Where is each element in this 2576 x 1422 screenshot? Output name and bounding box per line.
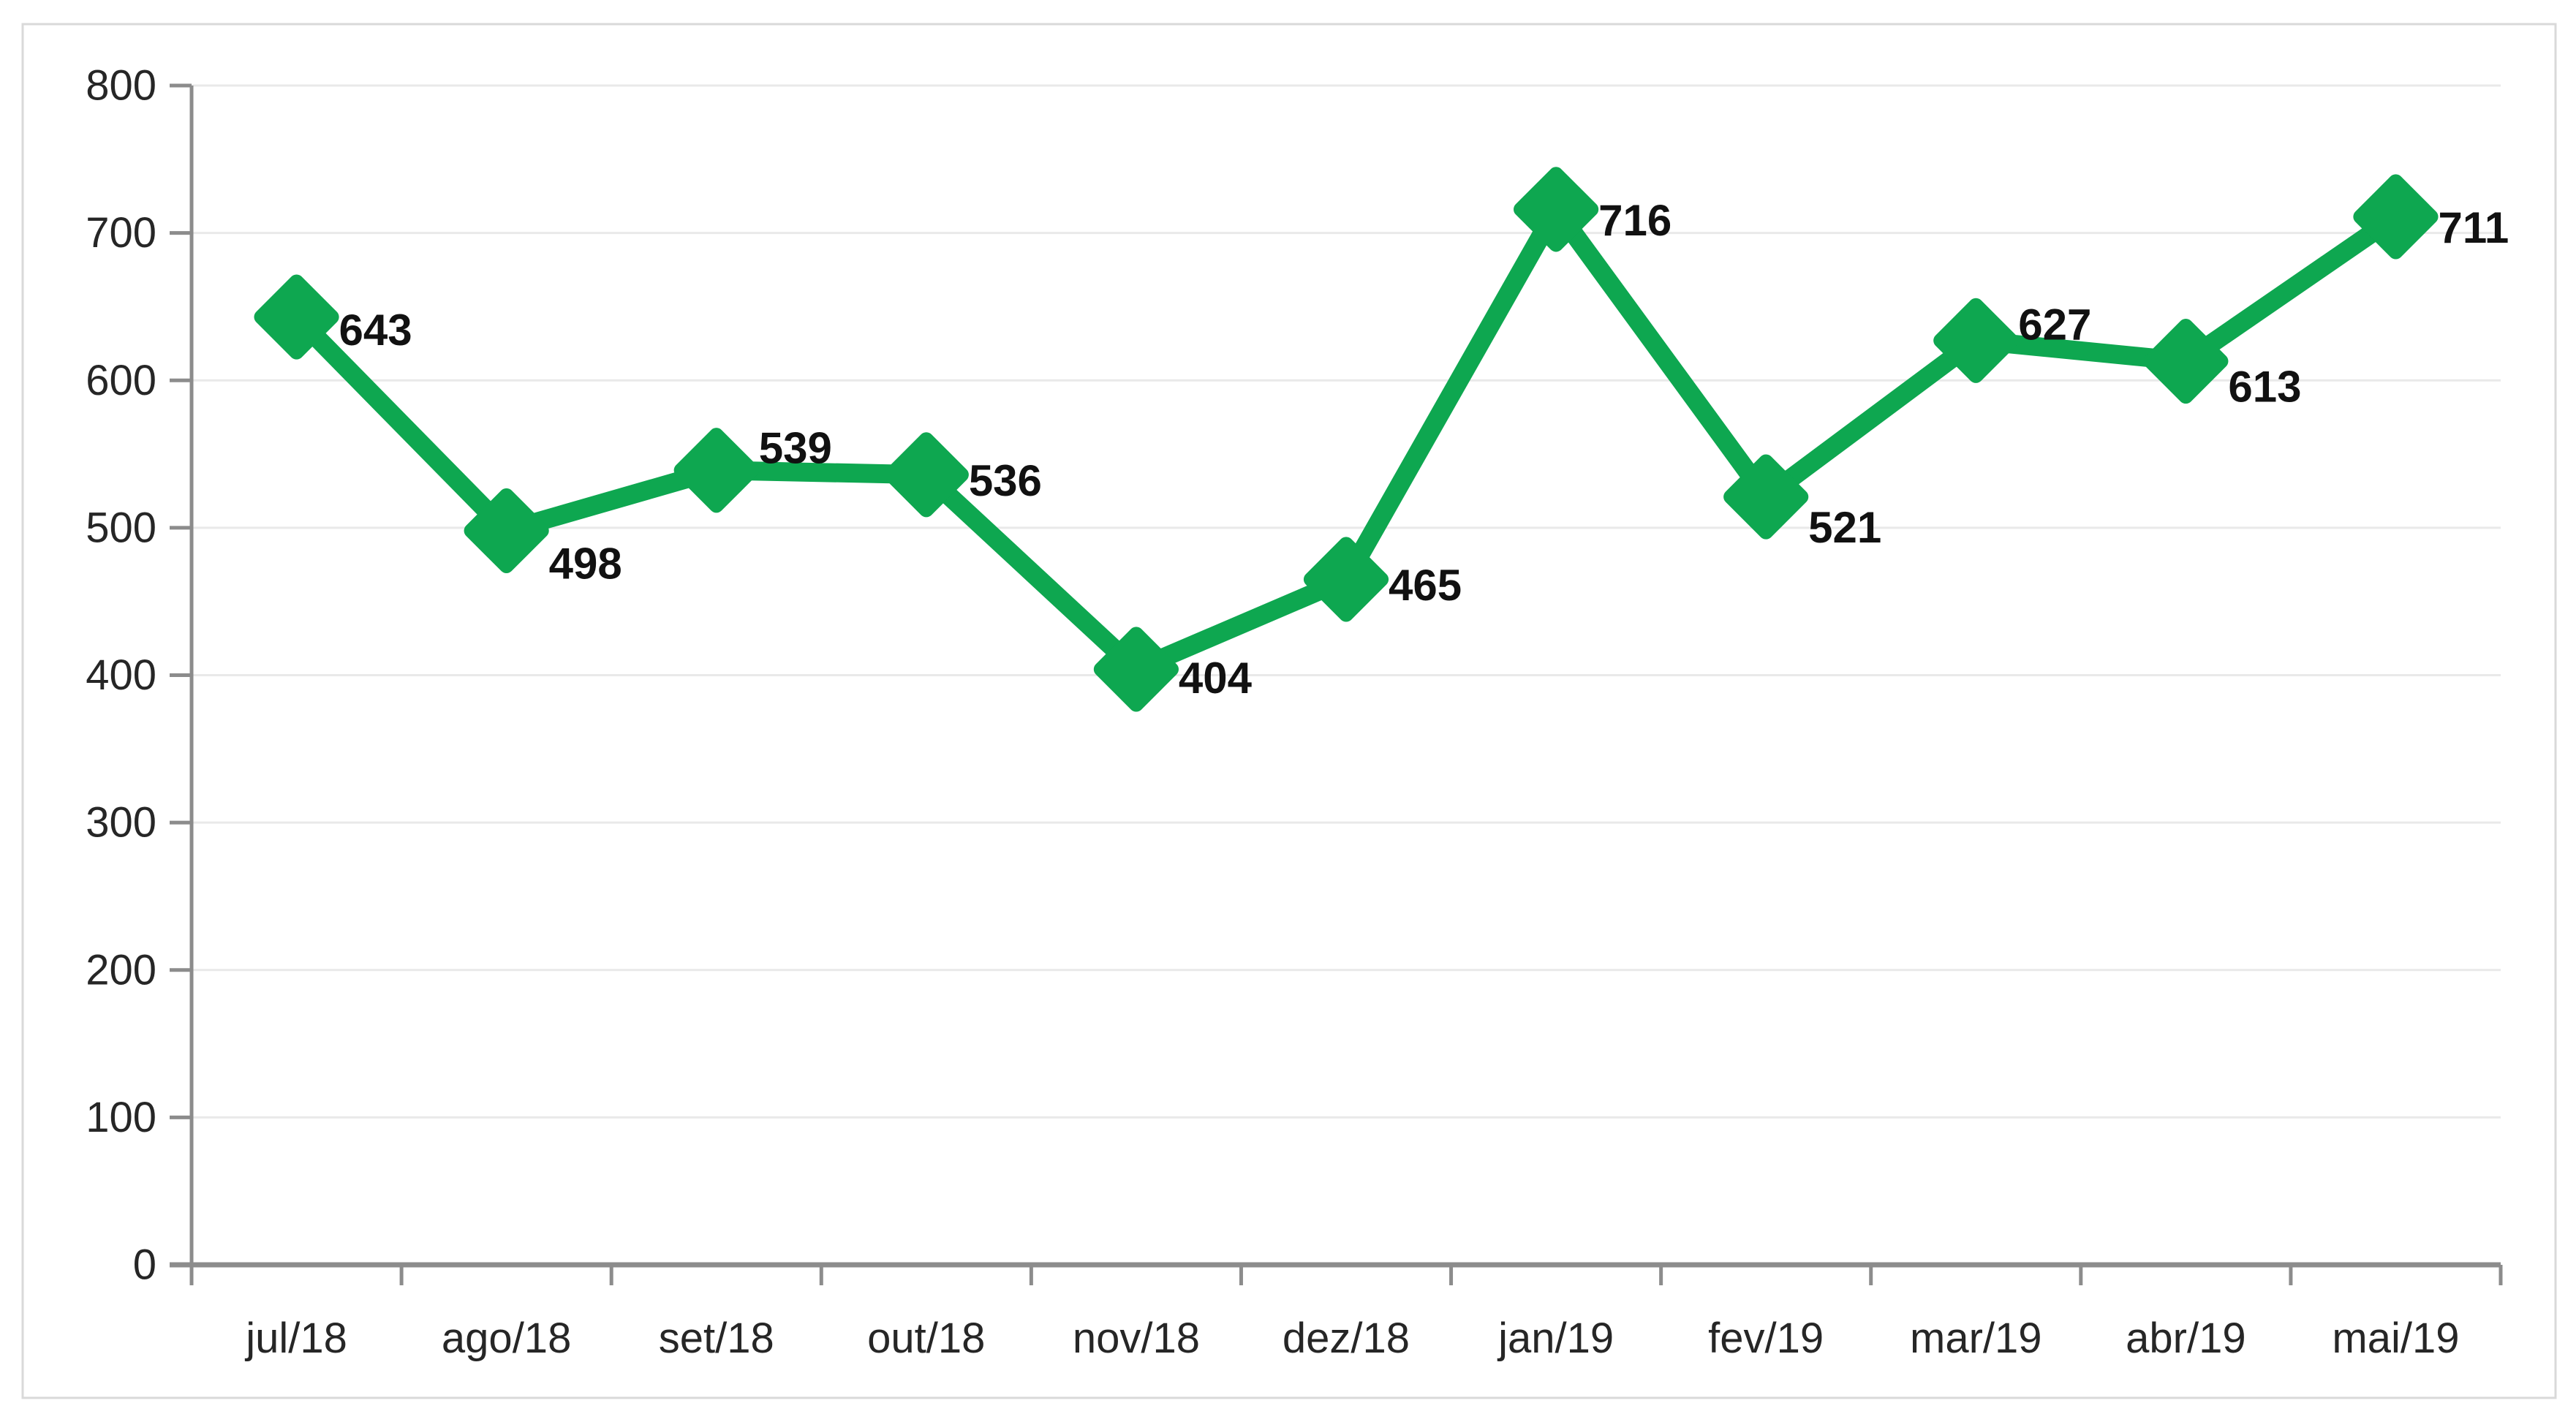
x-axis-tick-label: mai/19 <box>2332 1315 2459 1362</box>
data-point-label: 627 <box>2018 300 2091 349</box>
y-axis-tick-label: 500 <box>86 504 156 551</box>
y-axis-tick-label: 800 <box>86 62 156 110</box>
x-axis-tick-label: nov/18 <box>1073 1315 1200 1362</box>
y-axis-tick-label: 400 <box>86 651 156 699</box>
data-point-marker <box>2143 318 2229 404</box>
data-point-label: 613 <box>2228 363 2301 412</box>
data-point-label: 465 <box>1389 561 1462 610</box>
data-point-label: 711 <box>2438 203 2509 252</box>
data-point-marker <box>1514 167 1599 252</box>
x-axis-tick-label: jan/19 <box>1497 1315 1614 1362</box>
y-axis-tick-label: 700 <box>86 209 156 257</box>
data-point-marker <box>1093 627 1179 712</box>
x-axis-tick-label: dez/18 <box>1283 1315 1410 1362</box>
data-point-label: 643 <box>339 306 412 355</box>
data-point-marker <box>2353 174 2439 260</box>
x-axis-tick-label: mar/19 <box>1910 1315 2042 1362</box>
x-axis-tick-label: jul/18 <box>244 1315 347 1362</box>
y-axis-tick-label: 0 <box>133 1241 156 1289</box>
chart-frame <box>21 23 2557 1399</box>
data-point-label: 716 <box>1598 196 1672 245</box>
data-point-label: 536 <box>969 456 1042 505</box>
data-point-marker <box>1723 454 1809 540</box>
x-axis-tick-label: ago/18 <box>442 1315 571 1362</box>
data-point-marker <box>1933 298 2019 383</box>
x-axis-tick-label: fev/19 <box>1708 1315 1824 1362</box>
data-point-label: 521 <box>1808 503 1881 552</box>
data-point-marker <box>1303 537 1389 622</box>
data-point-marker <box>883 432 969 518</box>
data-point-marker <box>673 428 759 513</box>
data-point-label: 498 <box>549 539 622 588</box>
data-point-label: 539 <box>759 424 832 473</box>
y-axis-tick-label: 100 <box>86 1094 156 1141</box>
x-axis-tick-label: abr/19 <box>2126 1315 2245 1362</box>
data-point-label: 404 <box>1179 654 1253 703</box>
x-axis-tick-label: set/18 <box>659 1315 774 1362</box>
data-point-marker <box>254 274 339 360</box>
y-axis-tick-label: 600 <box>86 357 156 404</box>
y-axis-tick-label: 300 <box>86 799 156 847</box>
y-axis-tick-label: 200 <box>86 946 156 994</box>
data-point-marker <box>464 488 549 573</box>
x-axis-tick-label: out/18 <box>867 1315 985 1362</box>
